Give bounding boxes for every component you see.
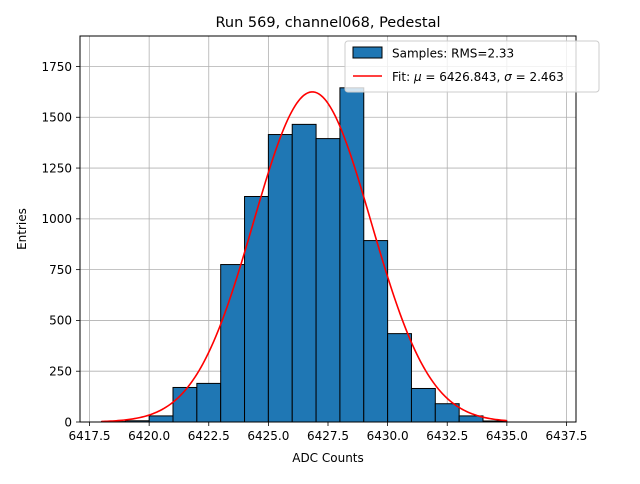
x-tick-label-2: 6422.5 <box>188 429 230 443</box>
x-axis-label: ADC Counts <box>292 451 364 465</box>
legend-fit-mu-value: = 6426.843, <box>422 70 505 84</box>
histogram-bar-12 <box>388 334 412 422</box>
histogram-bar-10 <box>340 88 364 422</box>
x-tick-label-6: 6432.5 <box>426 429 468 443</box>
x-tick-label-8: 6437.5 <box>545 429 587 443</box>
legend: Samples: RMS=2.33 Fit: μ = 6426.843, σ =… <box>345 41 599 92</box>
y-tick-label-5: 1250 <box>41 161 72 175</box>
y-tick-label-1: 250 <box>49 365 72 379</box>
legend-histogram-swatch <box>353 47 382 58</box>
histogram-bar-8 <box>292 124 316 422</box>
y-tick-label-2: 500 <box>49 314 72 328</box>
histogram-bar-4 <box>197 383 221 422</box>
y-tick-label-0: 0 <box>64 415 72 429</box>
legend-fit-mu-symbol: μ <box>413 70 422 84</box>
y-tick-label-6: 1500 <box>41 111 72 125</box>
histogram-bar-3 <box>173 387 197 422</box>
y-tick-label-7: 1750 <box>41 60 72 74</box>
x-tick-label-1: 6420.0 <box>128 429 170 443</box>
histogram-bar-13 <box>411 388 435 422</box>
legend-fit-label: Fit: μ = 6426.843, σ = 2.463 <box>392 70 564 84</box>
legend-fit-prefix: Fit: <box>392 70 414 84</box>
x-tick-label-5: 6430.0 <box>367 429 409 443</box>
legend-histogram-label: Samples: RMS=2.33 <box>392 47 514 61</box>
histogram-bar-9 <box>316 139 340 422</box>
histogram-bar-14 <box>435 404 459 422</box>
chart-title: Run 569, channel068, Pedestal <box>215 15 440 31</box>
y-axis-label: Entries <box>15 208 29 250</box>
legend-fit-sigma-value: = 2.463 <box>512 70 564 84</box>
x-tick-label-0: 6417.5 <box>69 429 111 443</box>
x-tick-label-7: 6435.0 <box>486 429 528 443</box>
x-tick-label-4: 6427.5 <box>307 429 349 443</box>
histogram-bar-2 <box>149 416 173 422</box>
histogram-bar-7 <box>268 135 292 422</box>
histogram-bar-6 <box>245 196 269 422</box>
y-tick-label-4: 1000 <box>41 212 72 226</box>
x-tick-label-3: 6425.0 <box>247 429 289 443</box>
y-tick-label-3: 750 <box>49 263 72 277</box>
